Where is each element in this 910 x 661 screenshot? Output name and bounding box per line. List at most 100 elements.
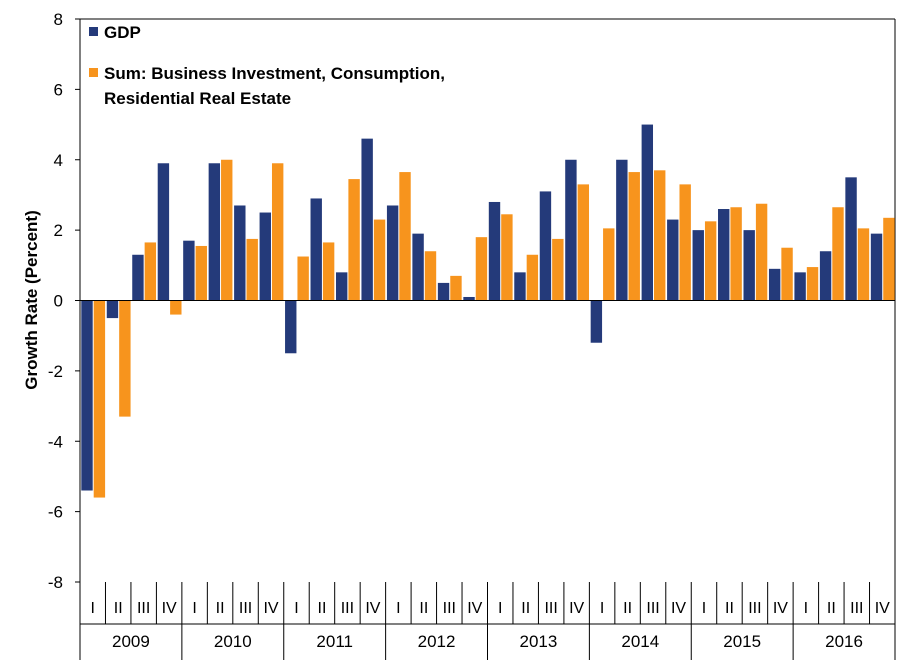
bar-gdp-2010-i <box>183 240 195 301</box>
bar-sum-2009-iii <box>144 242 157 301</box>
quarter-label: IV <box>773 600 788 617</box>
bar-sum-2015-iii <box>755 203 768 301</box>
bar-sum-2013-i <box>501 214 513 301</box>
quarter-label: IV <box>875 600 890 617</box>
year-label: 2016 <box>825 632 863 651</box>
quarter-label: I <box>396 600 400 617</box>
bar-sum-2016-ii <box>832 207 844 301</box>
bar-gdp-2015-i <box>692 230 704 301</box>
quarter-label: IV <box>263 600 278 617</box>
y-axis: -8 -6 -4 -2 0 2 4 6 8 <box>48 10 896 592</box>
bar-sum-2014-iv <box>679 184 691 301</box>
bar-sum-2016-iii <box>857 228 870 301</box>
quarter-label: III <box>646 600 659 617</box>
quarter-label: II <box>827 600 836 617</box>
quarter-label: I <box>294 600 298 617</box>
bar-sum-2009-i <box>93 300 106 498</box>
year-label: 2014 <box>621 632 659 651</box>
bar-sum-2014-iii <box>654 170 666 301</box>
bar-sum-2011-iv <box>373 219 386 301</box>
year-label: 2015 <box>723 632 761 651</box>
bar-gdp-2012-iii <box>437 282 450 301</box>
quarter-label: III <box>341 600 354 617</box>
bar-sum-2012-iii <box>450 275 462 301</box>
year-label: 2009 <box>112 632 150 651</box>
bar-sum-2009-iv <box>170 300 182 315</box>
quarter-label: II <box>318 600 327 617</box>
bar-gdp-2013-i <box>488 201 501 301</box>
bar-gdp-2014-ii <box>616 159 628 301</box>
quarter-label: IV <box>467 600 482 617</box>
bar-sum-2016-i <box>806 267 819 301</box>
quarter-label: II <box>419 600 428 617</box>
bar-sum-2010-iv <box>271 163 284 301</box>
bar-gdp-2009-ii <box>106 300 119 319</box>
bar-gdp-2009-iii <box>132 254 144 301</box>
bar-gdp-2014-iv <box>667 219 679 301</box>
bar-gdp-2009-iv <box>157 163 170 301</box>
bar-gdp-2010-iv <box>259 212 271 301</box>
legend-label-gdp: GDP <box>104 23 141 42</box>
y-tick-label: 2 <box>54 221 63 240</box>
bar-sum-2015-iv <box>781 247 793 301</box>
legend: GDP Sum: Business Investment, Consumptio… <box>89 23 445 108</box>
y-tick-label: -4 <box>48 432 63 451</box>
bar-gdp-2014-i <box>590 300 603 343</box>
legend-swatch-gdp <box>89 27 98 36</box>
y-tick-label: -6 <box>48 503 63 522</box>
quarter-label: III <box>137 600 150 617</box>
quarter-label: III <box>544 600 557 617</box>
bar-sum-2012-i <box>399 172 411 301</box>
year-label: 2012 <box>418 632 456 651</box>
quarter-label: II <box>216 600 225 617</box>
y-tick-label: 0 <box>54 292 63 311</box>
bar-sum-2011-ii <box>322 242 335 301</box>
bar-gdp-2016-iii <box>845 177 857 301</box>
bar-sum-2010-ii <box>221 159 233 301</box>
bar-sum-2014-i <box>603 228 615 301</box>
bar-gdp-2015-iii <box>743 230 755 301</box>
bar-gdp-2016-iv <box>870 233 883 301</box>
quarter-label: I <box>91 600 95 617</box>
bar-gdp-2016-i <box>794 272 806 301</box>
legend-label-sum-line-2: Residential Real Estate <box>104 89 291 108</box>
bars <box>81 124 895 498</box>
bar-sum-2013-ii <box>526 254 539 301</box>
bar-gdp-2011-ii <box>310 198 322 301</box>
bar-gdp-2010-ii <box>208 163 221 301</box>
year-label: 2013 <box>520 632 558 651</box>
bar-sum-2013-iv <box>577 184 590 301</box>
quarter-label: II <box>725 600 734 617</box>
quarter-label: I <box>192 600 196 617</box>
quarter-label: IV <box>671 600 686 617</box>
quarter-label: I <box>804 600 808 617</box>
legend-label-sum-line-1: Sum: Business Investment, Consumption, <box>104 64 445 83</box>
y-tick-label: 6 <box>54 80 63 99</box>
bar-gdp-2015-ii <box>718 209 730 301</box>
quarter-label: II <box>521 600 530 617</box>
quarter-label: III <box>443 600 456 617</box>
quarter-label: IV <box>162 600 177 617</box>
bar-sum-2010-iii <box>246 238 258 301</box>
quarter-label: III <box>748 600 761 617</box>
bar-gdp-2012-iv <box>463 296 475 301</box>
y-tick-label: 4 <box>54 151 63 170</box>
quarter-label: III <box>239 600 252 617</box>
bar-gdp-2011-iii <box>335 272 348 301</box>
bar-sum-2014-ii <box>628 172 640 301</box>
quarter-label: IV <box>569 600 584 617</box>
bar-gdp-2015-iv <box>768 268 781 301</box>
year-label: 2010 <box>214 632 252 651</box>
bar-sum-2013-iii <box>552 238 564 301</box>
bar-gdp-2011-i <box>285 300 297 354</box>
bar-sum-2011-i <box>297 256 309 301</box>
y-axis-title: Growth Rate (Percent) <box>22 210 41 389</box>
bar-sum-2012-iv <box>475 237 488 301</box>
bar-gdp-2012-ii <box>412 233 424 301</box>
bar-gdp-2010-iii <box>234 205 246 301</box>
quarter-label: I <box>498 600 502 617</box>
bar-gdp-2013-iii <box>539 191 552 301</box>
bar-gdp-2016-ii <box>819 251 832 301</box>
bar-gdp-2011-iv <box>361 138 373 301</box>
